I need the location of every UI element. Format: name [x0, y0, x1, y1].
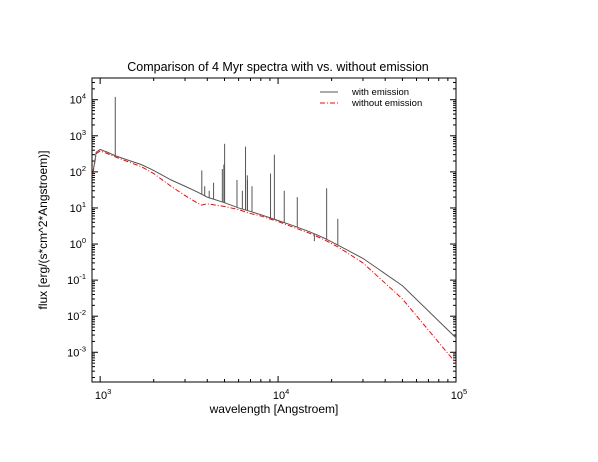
series-line-with-emission	[92, 148, 457, 339]
series-layer	[92, 96, 457, 364]
y-tick-label: 10-1	[67, 272, 86, 287]
y-tick-label: 103	[70, 128, 86, 143]
y-tick-label: 100	[70, 236, 86, 251]
y-tick-label: 10-2	[67, 308, 86, 323]
x-axis-label: wavelength [Angstroem]	[209, 402, 339, 416]
x-tick-label: 103	[95, 387, 111, 402]
legend-label-with-emission: with emission	[351, 87, 409, 98]
y-tick-label: 10-3	[67, 344, 86, 359]
x-tick-label: 104	[273, 387, 289, 402]
series-line-without-emission	[92, 150, 457, 364]
legend: with emission without emission	[320, 87, 422, 109]
y-tick-label: 102	[70, 164, 86, 179]
x-axis-ticks: 103 104 105	[91, 78, 467, 402]
legend-label-without-emission: without emission	[351, 98, 422, 109]
y-tick-label: 101	[70, 200, 86, 215]
y-tick-label: 104	[70, 92, 86, 107]
chart-title: Comparison of 4 Myr spectra with vs. wit…	[127, 60, 429, 74]
y-axis-label: flux [erg/(s*cm^2*Angstroem)]	[36, 150, 50, 309]
y-axis-ticks: 104 103 102 101 100 10-1 10-2 10-3	[67, 77, 456, 378]
plot-frame	[91, 77, 457, 383]
x-tick-label: 105	[451, 387, 467, 402]
